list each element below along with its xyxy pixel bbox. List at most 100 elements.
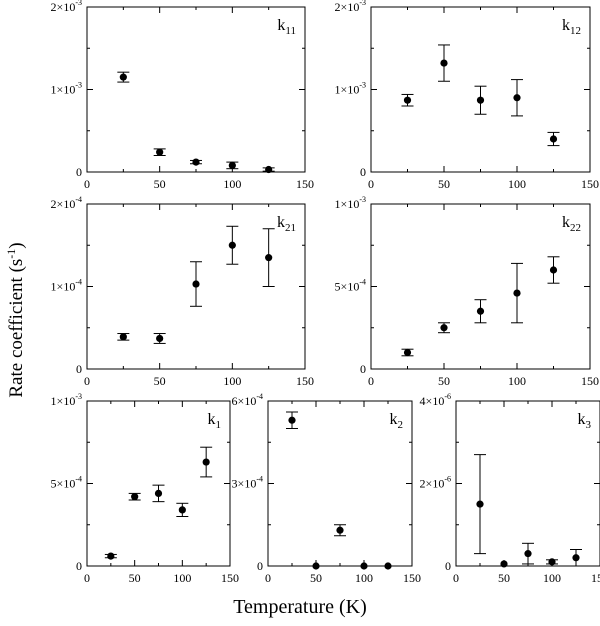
x-tick-label: 150 (403, 571, 421, 585)
data-point (403, 96, 412, 104)
x-tick-label: 50 (154, 177, 166, 191)
panel-frame (370, 203, 591, 370)
y-tick-label: 2×10-6 (420, 475, 451, 491)
data-point (360, 562, 368, 570)
data-point (384, 562, 392, 570)
panel-label-k21: k21 (277, 214, 296, 234)
x-tick-label: 50 (498, 571, 510, 585)
x-tick-label: 100 (543, 571, 561, 585)
data-point (336, 526, 344, 534)
data-point (192, 158, 200, 166)
y-tick-label: 1×10-4 (51, 278, 82, 294)
data-point (513, 289, 521, 297)
y-tick-label: 5×10-4 (51, 475, 82, 491)
panel-label-k2: k2 (390, 411, 404, 431)
x-tick-label: 0 (84, 374, 90, 388)
data-point (440, 59, 448, 67)
data-point (500, 560, 508, 568)
data-point (156, 334, 164, 343)
panel-k2: 0 50 100 150 0 3×10-4 6×10-4 k2 (232, 392, 421, 585)
x-tick-label: 0 (453, 571, 459, 585)
y-axis-label-close: ) (6, 242, 27, 248)
panel-k12: 0 50 100 150 0 1×10-3 2×10-3 k12 (335, 0, 599, 191)
x-tick-label: 50 (438, 177, 450, 191)
x-tick-label: 50 (438, 374, 450, 388)
x-tick-label: 150 (591, 571, 600, 585)
x-tick-label: 0 (84, 177, 90, 191)
y-tick-label: 0 (360, 165, 366, 179)
y-tick-label: 2×10-3 (51, 0, 82, 14)
y-tick-label: 0 (76, 165, 82, 179)
x-tick-label: 0 (265, 571, 271, 585)
data-point (228, 161, 236, 169)
data-point (549, 135, 558, 143)
panel-k21: 0 50 100 150 0 1×10-4 2×10-4 k21 (51, 195, 314, 388)
y-tick-label: 0 (76, 559, 82, 573)
y-tick-label: 6×10-4 (232, 392, 263, 408)
data-point (265, 165, 273, 174)
data-point (572, 554, 580, 562)
x-tick-label: 100 (173, 571, 191, 585)
y-tick-label: 0 (360, 362, 366, 376)
panel-k11: 0 50 100 150 0 1×10-3 2×10-3 k11 (51, 0, 314, 191)
x-tick-label: 0 (84, 571, 90, 585)
data-point (156, 148, 164, 156)
y-tick-label: 0 (257, 559, 263, 573)
panel-k22: 0 50 100 150 0 5×10-4 1×10-3 k22 (335, 195, 599, 388)
data-point (549, 266, 558, 274)
data-point (131, 493, 139, 501)
panel-frame (86, 6, 306, 173)
x-tick-label: 150 (221, 571, 239, 585)
y-axis-label-main: Rate coefficient (s (6, 259, 27, 398)
x-tick-label: 50 (310, 571, 322, 585)
data-point (178, 506, 186, 514)
panel-k3: 0 50 100 150 0 2×10-6 4×10-6 k3 (420, 392, 600, 585)
data-point (440, 324, 448, 332)
x-tick-label: 50 (154, 374, 166, 388)
x-tick-label: 150 (581, 177, 599, 191)
data-point (202, 458, 210, 466)
y-tick-label: 0 (445, 559, 451, 573)
y-tick-label: 1×10-3 (335, 81, 366, 97)
panel-label-k3: k3 (578, 411, 592, 431)
x-tick-label: 150 (296, 177, 314, 191)
y-tick-label: 4×10-6 (420, 392, 451, 408)
x-tick-label: 50 (129, 571, 141, 585)
x-tick-label: 100 (355, 571, 373, 585)
data-point (476, 96, 485, 104)
data-point (265, 254, 273, 262)
x-tick-label: 100 (223, 374, 241, 388)
panel-label-k1: k1 (208, 411, 222, 431)
svg-text:Rate coefficient (s-1): Rate coefficient (s-1) (4, 242, 27, 397)
y-axis-label-sup: -1 (4, 249, 18, 259)
y-tick-label: 5×10-4 (335, 278, 366, 294)
data-point (513, 94, 521, 102)
data-point (524, 550, 532, 558)
x-tick-label: 150 (581, 374, 599, 388)
panel-label-k12: k12 (562, 17, 581, 37)
x-tick-label: 0 (368, 374, 374, 388)
data-point (548, 558, 556, 566)
data-point (154, 489, 163, 497)
y-tick-label: 1×10-3 (51, 392, 82, 408)
data-point (312, 562, 320, 570)
panel-label-k22: k22 (562, 214, 581, 234)
x-tick-label: 100 (508, 374, 526, 388)
y-tick-label: 2×10-4 (51, 195, 82, 211)
x-tick-label: 100 (508, 177, 526, 191)
data-point (119, 333, 127, 341)
x-tick-label: 0 (368, 177, 374, 191)
data-point (288, 416, 296, 424)
x-tick-label: 150 (296, 374, 314, 388)
data-point (476, 307, 485, 315)
y-tick-label: 1×10-3 (51, 81, 82, 97)
x-axis-label: Temperature (K) (233, 596, 367, 618)
panel-label-k11: k11 (277, 17, 296, 37)
y-tick-label: 3×10-4 (232, 475, 263, 491)
data-point (107, 552, 115, 560)
data-point (228, 241, 236, 249)
data-point (192, 280, 200, 288)
y-tick-label: 1×10-3 (335, 195, 366, 211)
x-tick-label: 100 (223, 177, 241, 191)
